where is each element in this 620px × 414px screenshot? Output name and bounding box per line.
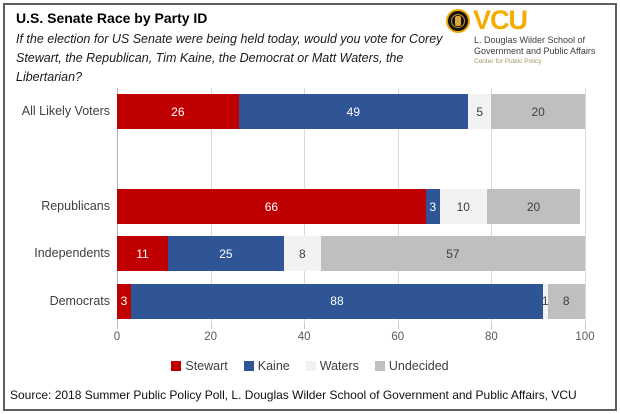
legend-item-stewart: Stewart bbox=[171, 359, 228, 373]
legend-item-waters: Waters bbox=[305, 359, 359, 373]
legend-swatch bbox=[243, 361, 254, 371]
category-label: Democrats bbox=[49, 293, 110, 308]
axis-tick bbox=[491, 325, 493, 329]
x-axis-tick-label: 20 bbox=[204, 331, 217, 343]
chart-title: U.S. Senate Race by Party ID bbox=[16, 10, 208, 26]
legend-item-undecided: Undecided bbox=[374, 359, 449, 373]
axis-tick bbox=[304, 325, 306, 329]
axis-tick bbox=[585, 325, 586, 329]
chart-subtitle: If the election for US Senate were being… bbox=[16, 32, 443, 84]
bar-segment-kaine: 88 bbox=[131, 283, 543, 319]
bar-segment-kaine: 49 bbox=[238, 94, 468, 130]
bar-segment-label: 10 bbox=[456, 199, 470, 214]
legend-label: Stewart bbox=[185, 359, 228, 373]
x-axis-tick-label: 80 bbox=[484, 331, 498, 343]
bar-segment-stewart: 11 bbox=[117, 236, 168, 272]
bar-segment-label: 20 bbox=[531, 104, 545, 119]
bar-segment-waters: 10 bbox=[439, 189, 487, 224]
bar-segment-label: 25 bbox=[219, 246, 233, 261]
legend-label: Waters bbox=[319, 359, 359, 373]
bar-row: 26 49 5 20 bbox=[117, 94, 585, 130]
legend-label: Kaine bbox=[257, 359, 290, 373]
bar-segment-label: 5 bbox=[476, 104, 484, 119]
legend-label: Undecided bbox=[388, 359, 449, 373]
category-label: Republicans bbox=[41, 199, 110, 213]
x-axis-tick-label: 0 bbox=[113, 331, 121, 343]
legend-item-kaine: Kaine bbox=[243, 359, 290, 373]
x-axis-tick-label: 60 bbox=[391, 331, 405, 343]
category-label: All Likely Voters bbox=[21, 104, 110, 119]
bar-segment-waters: 5 bbox=[467, 94, 492, 130]
bar-segment-waters: 1 bbox=[541, 283, 549, 319]
source-note: Source: 2018 Summer Public Policy Poll, … bbox=[10, 388, 577, 402]
axis-tick bbox=[117, 325, 118, 329]
plot-area: 26 49 5 20 66 3 10 20 11 25 8 57 3 88 1 8 bbox=[117, 88, 586, 325]
bar-segment-label: 26 bbox=[171, 104, 185, 119]
axis-tick bbox=[397, 325, 399, 329]
bar-segment-stewart: 3 bbox=[117, 283, 132, 319]
bar-segment-label: 8 bbox=[562, 294, 570, 309]
gridline bbox=[585, 88, 586, 325]
logo-school-name: L. Douglas Wilder School of Government a… bbox=[474, 35, 596, 56]
bar-segment-undecided: 20 bbox=[486, 189, 581, 224]
vcu-logo: VCU L. Douglas Wilder School of Governme… bbox=[446, 7, 606, 65]
bar-segment-label: 11 bbox=[136, 246, 149, 261]
bar-row: 66 3 10 20 bbox=[117, 189, 585, 224]
bar-segment-label: 1 bbox=[541, 294, 549, 309]
bar-row: 3 88 1 8 bbox=[117, 283, 585, 319]
bar-segment-label: 57 bbox=[446, 246, 460, 261]
bar-segment-undecided: 57 bbox=[320, 236, 585, 272]
legend-swatch bbox=[171, 361, 182, 371]
bar-segment-undecided: 8 bbox=[547, 283, 585, 319]
axis-tick bbox=[210, 325, 212, 329]
bar-segment-label: 49 bbox=[346, 104, 360, 119]
bar-segment-undecided: 20 bbox=[491, 94, 585, 130]
x-axis-tick-label: 100 bbox=[575, 331, 595, 343]
legend-swatch bbox=[305, 361, 316, 371]
legend: Stewart Kaine Waters Undecided bbox=[0, 359, 620, 373]
bar-segment-kaine: 25 bbox=[167, 236, 284, 272]
bar-segment-stewart: 26 bbox=[117, 94, 239, 130]
bar-segment-stewart: 66 bbox=[117, 189, 426, 224]
bar-segment-label: 88 bbox=[330, 294, 344, 309]
legend-swatch bbox=[374, 361, 385, 371]
logo-center-line: Center for Public Policy bbox=[474, 57, 542, 65]
vcu-wordmark: VCU bbox=[473, 5, 528, 35]
category-label: Independents bbox=[34, 246, 110, 261]
vcu-seal-icon bbox=[446, 8, 470, 33]
bar-segment-label: 3 bbox=[429, 199, 437, 214]
bar-segment-waters: 8 bbox=[283, 236, 321, 272]
x-axis-tick-label: 40 bbox=[297, 331, 311, 343]
bar-segment-label: 3 bbox=[120, 294, 128, 309]
bar-segment-label: 8 bbox=[299, 246, 306, 261]
bar-segment-label: 20 bbox=[526, 199, 541, 214]
bar-segment-label: 66 bbox=[264, 199, 279, 214]
bar-segment-kaine: 3 bbox=[425, 189, 440, 224]
bar-row: 11 25 8 57 bbox=[117, 236, 585, 272]
